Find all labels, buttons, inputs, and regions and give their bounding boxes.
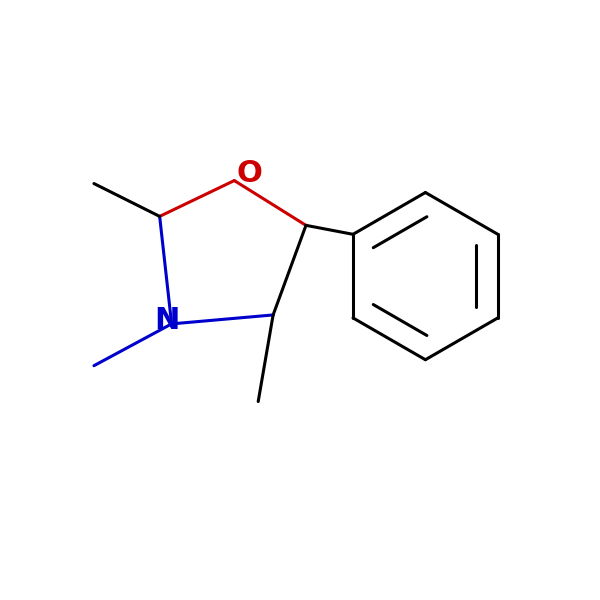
Text: N: N xyxy=(154,307,179,335)
Text: O: O xyxy=(236,159,262,188)
